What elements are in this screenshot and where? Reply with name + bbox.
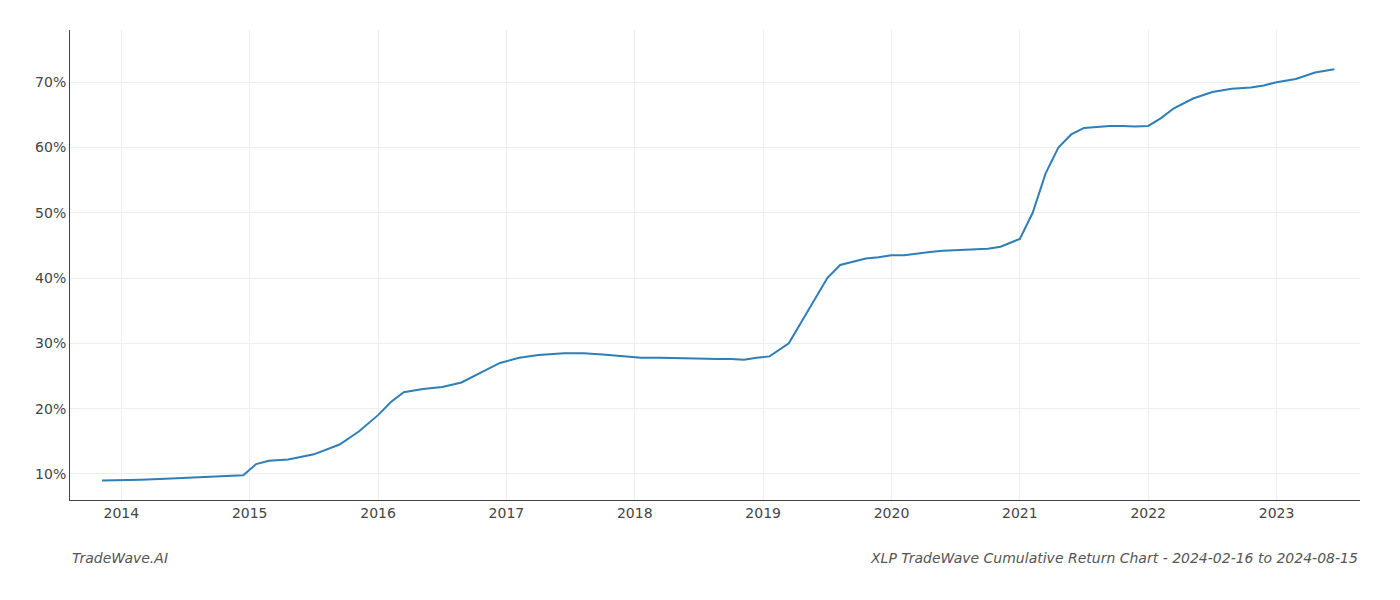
svg-text:2022: 2022 xyxy=(1130,505,1166,521)
svg-text:10%: 10% xyxy=(35,466,66,482)
svg-text:2014: 2014 xyxy=(104,505,140,521)
svg-text:2021: 2021 xyxy=(1002,505,1038,521)
svg-text:TradeWave.AI: TradeWave.AI xyxy=(72,550,168,566)
svg-text:2018: 2018 xyxy=(617,505,653,521)
svg-text:2015: 2015 xyxy=(232,505,268,521)
svg-text:2016: 2016 xyxy=(360,505,396,521)
svg-text:2017: 2017 xyxy=(489,505,525,521)
svg-text:60%: 60% xyxy=(35,139,66,155)
svg-text:2019: 2019 xyxy=(745,505,781,521)
svg-text:30%: 30% xyxy=(35,335,66,351)
svg-text:50%: 50% xyxy=(35,205,66,221)
svg-text:40%: 40% xyxy=(35,270,66,286)
svg-text:20%: 20% xyxy=(35,401,66,417)
svg-text:70%: 70% xyxy=(35,74,66,90)
svg-text:XLP TradeWave Cumulative Retur: XLP TradeWave Cumulative Return Chart - … xyxy=(870,550,1358,566)
svg-text:2023: 2023 xyxy=(1259,505,1295,521)
svg-text:2020: 2020 xyxy=(874,505,910,521)
